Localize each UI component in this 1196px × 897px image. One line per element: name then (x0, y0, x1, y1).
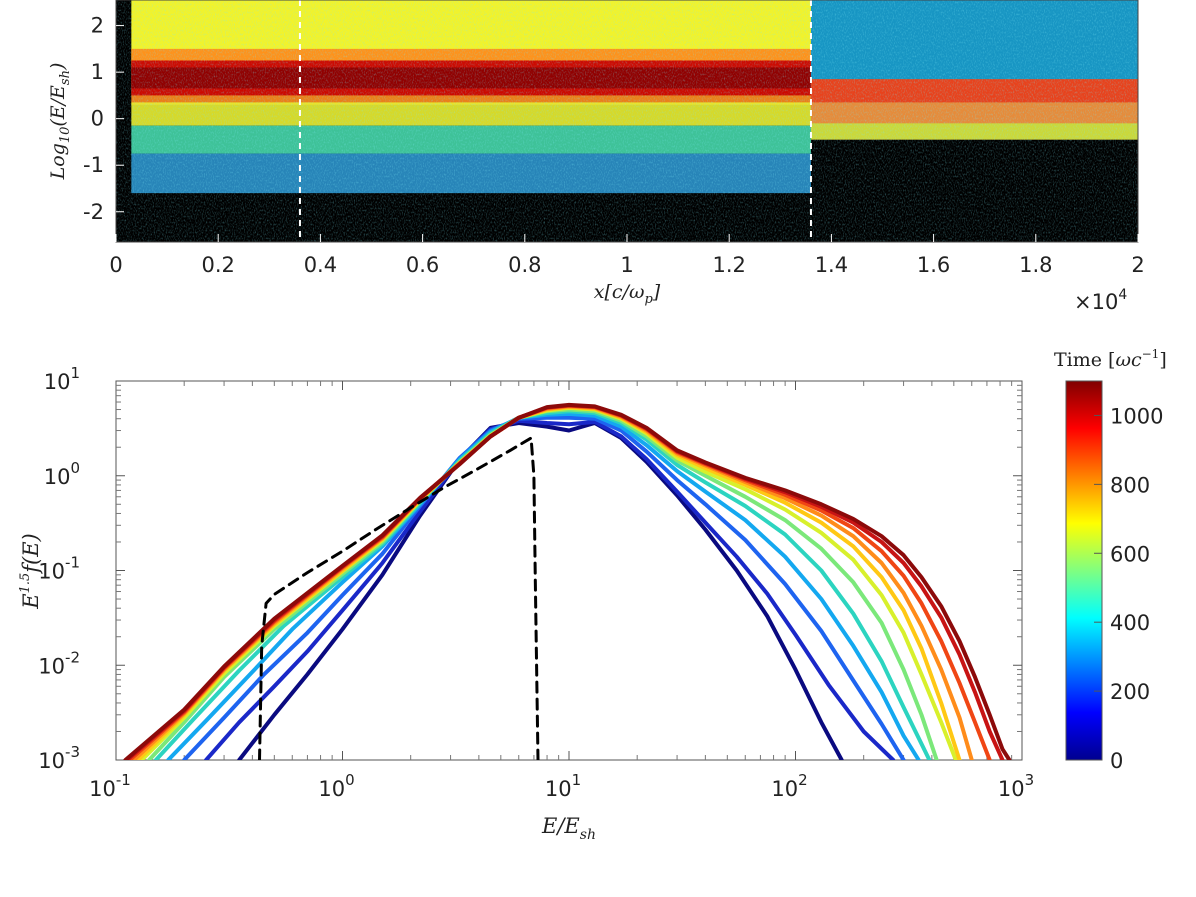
colorbar-tick-label: 400 (1110, 611, 1150, 635)
energy-spectrum-plot: 10-1 100 101 102 103 10-3 10-2 10-1 100 101 E/Esh… (18, 364, 1034, 843)
heatmap-x-tick-label: 0.2 (201, 253, 234, 277)
time-colorbar: Time [ωc−1] 0 200 400 600 800 1000 (1054, 347, 1167, 773)
spectrum-plot-area (115, 380, 1023, 761)
spectrum-x-tick-label: 103 (998, 771, 1034, 801)
spectrum-x-tick-label: 10-1 (89, 771, 131, 801)
phase-space-heatmap: 0 0.2 0.4 0.6 0.8 1 1.2 1.4 1.6 1.8 2 2 1 0 -1 -2 x[c/… (47, 0, 1145, 314)
spectrum-x-tick-label: 102 (771, 771, 807, 801)
heatmap-x-tick-label: 2 (1131, 253, 1144, 277)
spectrum-y-tick-label: 10-2 (38, 648, 80, 678)
heatmap-x-tick-label: 0.8 (508, 253, 541, 277)
spectrum-series-line (237, 421, 844, 760)
spectrum-x-axis-label: E/Esh (541, 814, 596, 843)
heatmap-x-tick-label: 0.4 (304, 253, 337, 277)
spectrum-y-tick-label: 10-1 (38, 554, 80, 584)
heatmap-x-tick-label: 1.6 (917, 253, 950, 277)
heatmap-y-tick-label: 1 (91, 60, 104, 84)
spectrum-y-tick-label: 100 (44, 459, 80, 489)
heatmap-y-tick-label: -2 (83, 200, 104, 224)
heatmap-x-tick-label: 1.4 (815, 253, 848, 277)
heatmap-x-tick-label: 1.8 (1019, 253, 1052, 277)
spectrum-y-tick-label: 101 (44, 364, 80, 394)
colorbar-title: Time [ωc−1] (1054, 347, 1167, 371)
spectrum-series-line (123, 402, 1012, 760)
heatmap-x-axis-label: x[c/ωp] (594, 281, 661, 307)
spectrum-series-line (204, 418, 896, 760)
heatmap-y-tick-label: -1 (83, 153, 104, 177)
heatmap-x-tick-label: 0.6 (406, 253, 439, 277)
colorbar-tick-label: 600 (1110, 542, 1150, 566)
spectrum-series-initial-dashed (258, 436, 540, 760)
heatmap-y-tick-label: 2 (91, 14, 104, 38)
colorbar-tick-label: 200 (1110, 680, 1150, 704)
spectrum-x-tick-label: 101 (545, 771, 581, 801)
spectrum-y-tick-label: 10-3 (38, 743, 80, 773)
heatmap-x-tick-label: 0 (109, 253, 122, 277)
heatmap-x-tick-label: 1 (620, 253, 633, 277)
colorbar-tick-label: 1000 (1110, 404, 1163, 428)
heatmap-x-tick-label: 1.2 (712, 253, 745, 277)
heatmap-y-tick-label: 0 (91, 107, 104, 131)
spectrum-series-line (182, 415, 906, 760)
spectrum-x-tick-label: 100 (318, 771, 354, 801)
colorbar-tick-label: 0 (1110, 749, 1123, 773)
heatmap-noise-overlay (116, 0, 1138, 242)
spectrum-series-line (166, 411, 921, 760)
heatmap-y-axis-label: Log10(E/Esh) (47, 63, 73, 181)
colorbar-tick-label: 800 (1110, 473, 1150, 497)
colorbar-bar (1065, 380, 1103, 761)
spectrum-y-axis-label: E1.5f(E) (18, 533, 43, 610)
heatmap-x-multiplier: ×104 (1074, 287, 1127, 314)
